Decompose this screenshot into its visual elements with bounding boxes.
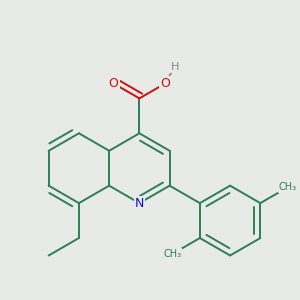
Text: O: O	[160, 77, 170, 90]
Text: CH₃: CH₃	[278, 182, 297, 192]
Text: O: O	[109, 77, 118, 90]
Text: N: N	[135, 196, 144, 210]
Text: H: H	[170, 62, 179, 72]
Text: CH₃: CH₃	[164, 249, 182, 259]
